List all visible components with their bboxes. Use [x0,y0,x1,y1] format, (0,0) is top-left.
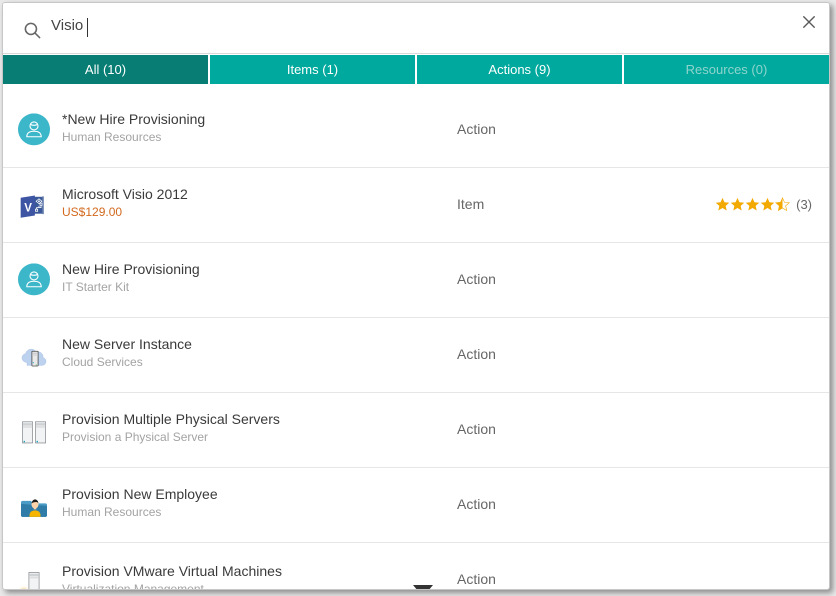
svg-text:V: V [24,202,32,214]
